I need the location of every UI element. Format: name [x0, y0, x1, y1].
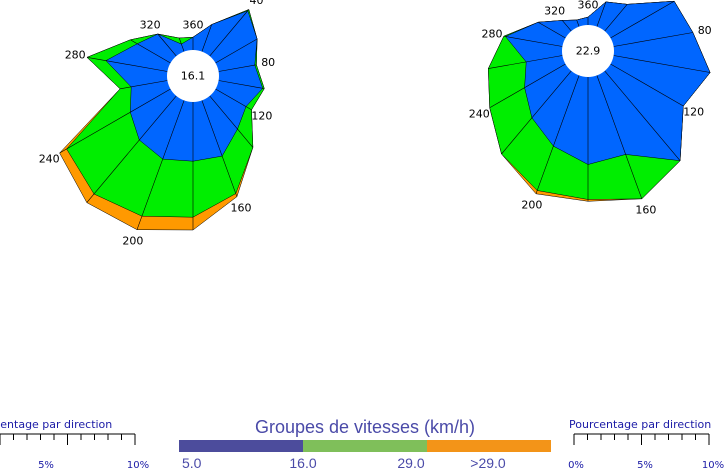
rose2-direction-label-200: 200 — [521, 199, 542, 212]
rose2-spoke-340 — [576, 19, 580, 27]
rose1-spoke-260 — [120, 80, 168, 90]
rose1-direction-label-320: 320 — [140, 18, 161, 31]
rose2-direction-label-280: 280 — [482, 28, 503, 41]
rose2-direction-label-320: 320 — [544, 5, 565, 18]
percent-scale-right-tick-10: 10% — [702, 460, 724, 471]
rose2-direction-label-240: 240 — [469, 107, 490, 120]
percent-scale-left-tick-10: 10% — [127, 460, 149, 471]
rose1-spoke-240 — [59, 88, 171, 154]
rose1-direction-label-360: 360 — [183, 19, 204, 32]
legend-label-2: 29.0 — [397, 455, 424, 471]
percent-scale-right-ruler — [573, 433, 710, 445]
rose1-spoke-120 — [215, 88, 252, 111]
percent-scale-right-tick-5: 5% — [637, 460, 653, 471]
legend-label-1: 16.0 — [289, 455, 316, 471]
rose2-spoke-200 — [535, 75, 580, 194]
rose2-spoke-80 — [613, 32, 693, 47]
rose1-spoke-60 — [215, 38, 258, 64]
rose1-spoke-200 — [136, 100, 185, 230]
rose1-spoke-20 — [201, 24, 212, 52]
rose2-spoke-260 — [488, 55, 563, 69]
rose1-spoke-160 — [201, 100, 238, 197]
rose1-direction-label-40: 40 — [250, 0, 264, 7]
rose2-direction-label-160: 160 — [635, 204, 656, 217]
rose1-spoke-320 — [157, 33, 177, 57]
legend-swatch-high — [427, 440, 551, 452]
speed-legend: Groupes de vitesses (km/h) 5.0 16.0 29.0… — [179, 417, 551, 471]
legend-swatch-mid — [303, 440, 427, 452]
rose2-spoke-280 — [503, 35, 563, 47]
rose1-direction-label-200: 200 — [122, 235, 143, 248]
legend-label-3: >29.0 — [470, 455, 506, 471]
rose1-spoke-280 — [86, 57, 168, 72]
rose2-spoke-60 — [610, 0, 675, 39]
percent-scale-right-tick-0: 0% — [568, 460, 584, 471]
rose2-spoke-120 — [610, 63, 684, 107]
legend-label-0: 5.0 — [182, 455, 202, 471]
rose2-spoke-240 — [489, 63, 566, 109]
rose2-spoke-20 — [596, 1, 607, 27]
rose2-direction-label-80: 80 — [698, 24, 712, 37]
percent-scale-left: Pourcentage par direction 5% 10% — [0, 418, 149, 471]
percent-scale-right-title: Pourcentage par direction — [569, 418, 711, 431]
rose2-spoke-300 — [538, 21, 566, 39]
rose2-direction-label-120: 120 — [683, 106, 704, 119]
calm-percent-2: 22.9 — [576, 45, 601, 58]
rose2-spoke-220 — [501, 70, 572, 155]
rose2-spoke-100 — [613, 55, 711, 73]
wind-rose-1: 16.1 40 80 120 160 200 240 280 320 360 — [39, 0, 276, 248]
rose1-spoke-100 — [218, 80, 265, 89]
rose1-direction-label-160: 160 — [231, 201, 252, 214]
rose1-spoke-300 — [130, 39, 171, 64]
rose1-spoke-40 — [209, 9, 250, 57]
rose2-direction-label-40: 40 — [628, 0, 642, 2]
rose1-spoke-220 — [86, 95, 177, 203]
rose1-spoke-340 — [178, 37, 185, 52]
percent-scale-right: Pourcentage par direction 0% 5% 10% — [568, 418, 724, 471]
rose1-spoke-80 — [218, 64, 257, 72]
speed-legend-title: Groupes de vitesses (km/h) — [255, 417, 475, 437]
rose2-spoke-40 — [604, 4, 628, 32]
rose1-direction-label-280: 280 — [65, 49, 86, 62]
rose1-direction-label-240: 240 — [39, 153, 60, 166]
wind-rose-2: 22.9 40 80 120 160 200 240 280 320 360 — [469, 0, 712, 217]
rose1-direction-label-80: 80 — [261, 56, 275, 69]
calm-percent-1: 16.1 — [181, 70, 206, 83]
legend-swatch-low — [179, 440, 303, 452]
calm-circle-1 — [167, 50, 219, 102]
calm-circle-2 — [562, 25, 614, 77]
rose2-spoke-140 — [604, 70, 681, 161]
rose1-spoke-140 — [209, 95, 254, 148]
rose1-direction-label-120: 120 — [251, 109, 272, 122]
rose2-spoke-160 — [596, 75, 643, 199]
rose2-spoke-320 — [562, 20, 572, 32]
percent-scale-left-tick-5: 5% — [38, 460, 54, 471]
percent-scale-left-title: Pourcentage par direction — [0, 418, 112, 431]
percent-scale-left-ruler — [0, 433, 136, 445]
rose2-direction-label-360: 360 — [578, 0, 599, 12]
